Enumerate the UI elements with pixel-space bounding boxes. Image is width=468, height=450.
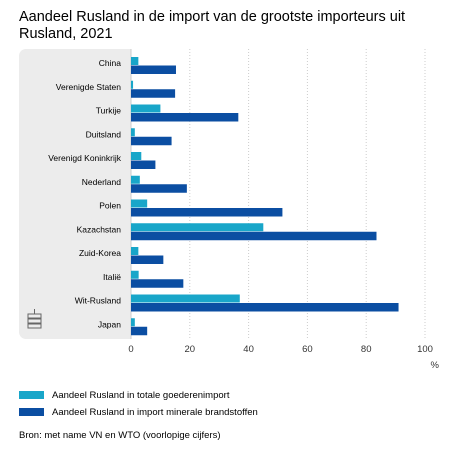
bar-series-1	[131, 318, 135, 327]
chart-title: Aandeel Rusland in de import van de groo…	[19, 9, 406, 42]
legend-swatch-series-2	[19, 408, 44, 416]
legend-swatch-series-1	[19, 391, 44, 399]
category-label: Duitsland	[86, 129, 122, 139]
legend-item-series-1: Aandeel Rusland in totale goederenimport	[19, 389, 258, 401]
bar-series-2	[131, 113, 239, 122]
category-label: Verenigd Koninkrijk	[48, 153, 122, 163]
bar-series-2	[131, 184, 187, 193]
bar-series-2	[131, 65, 176, 74]
bar-series-1	[131, 223, 264, 232]
bar-series-1	[131, 175, 140, 184]
bar-series-1	[131, 128, 135, 137]
x-tick-label: 40	[243, 344, 254, 355]
category-label: China	[99, 58, 121, 68]
x-tick-label: 20	[185, 344, 196, 355]
bar-series-1	[131, 270, 139, 279]
category-label-panel	[19, 49, 131, 339]
legend-item-series-2: Aandeel Rusland in import minerale brand…	[19, 406, 258, 418]
category-label: Zuid-Korea	[79, 248, 121, 258]
database-icon	[27, 309, 42, 329]
category-label: Polen	[99, 201, 121, 211]
bar-series-1	[131, 247, 139, 255]
bar-series-2	[131, 208, 283, 217]
bar-series-1	[131, 294, 240, 303]
x-tick-label: 100	[417, 344, 433, 355]
bar-series-2	[131, 279, 184, 288]
bar-series-2	[131, 136, 172, 146]
source-note: Bron: met name VN en WTO (voorlopige cij…	[19, 430, 221, 441]
bar-series-2	[131, 303, 399, 312]
bar-series-1	[131, 199, 148, 208]
category-label: Verenigde Staten	[56, 82, 121, 92]
category-label: Wit-Rusland	[75, 296, 122, 306]
category-label: Turkije	[96, 106, 121, 116]
bar-series-2	[131, 160, 156, 169]
legend-label-series-1: Aandeel Rusland in totale goederenimport	[52, 389, 230, 401]
bar-series-1	[131, 57, 139, 65]
x-tick-label: 80	[361, 344, 372, 355]
category-label: Japan	[98, 319, 121, 329]
bar-series-2	[131, 231, 377, 241]
legend: Aandeel Rusland in totale goederenimport…	[19, 389, 258, 423]
category-label: Italië	[103, 272, 121, 282]
x-tick-label: 0	[128, 344, 133, 355]
bar-series-2	[131, 255, 164, 264]
category-label: Kazachstan	[77, 224, 122, 234]
bar-series-2	[131, 89, 176, 98]
bar-series-2	[131, 326, 148, 336]
x-tick-label: 60	[302, 344, 313, 355]
category-label: Nederland	[82, 177, 121, 187]
x-unit-label: %	[431, 360, 440, 371]
legend-label-series-2: Aandeel Rusland in import minerale brand…	[52, 406, 258, 418]
bar-series-1	[131, 152, 142, 160]
bar-series-1	[131, 104, 161, 113]
bar-series-1	[131, 80, 134, 89]
